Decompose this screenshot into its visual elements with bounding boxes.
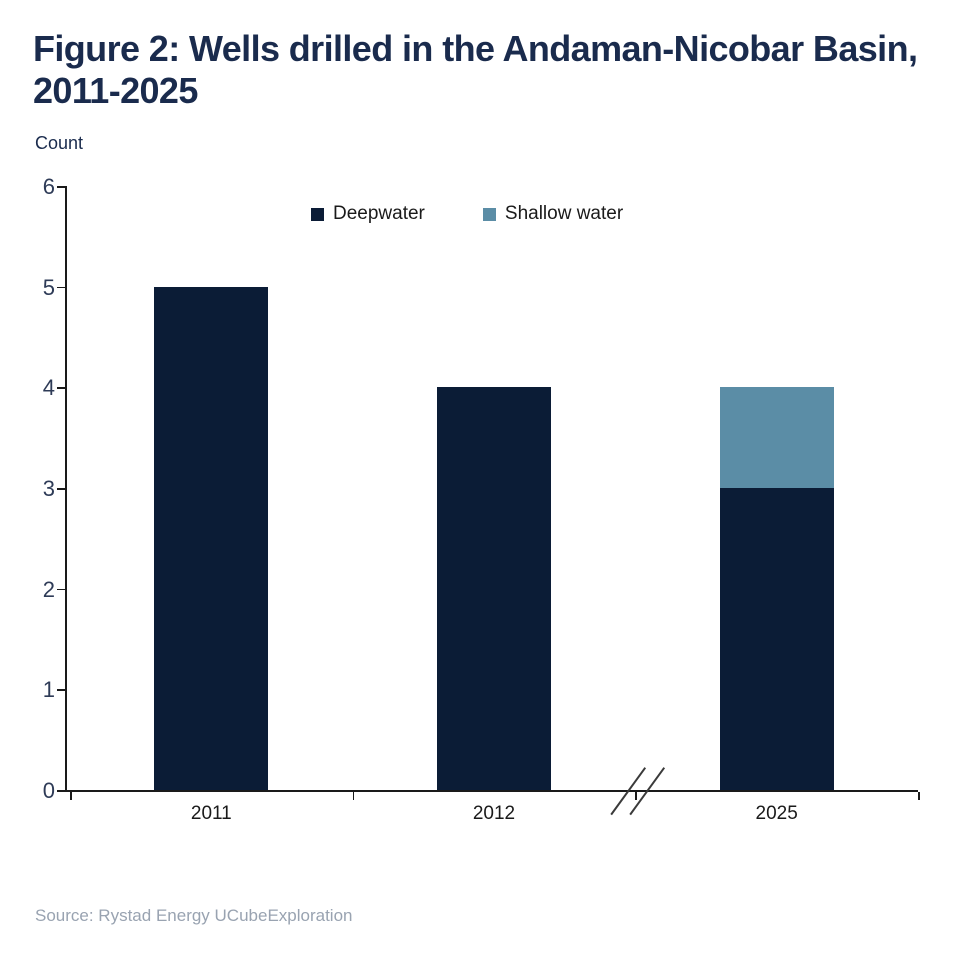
x-tick [918, 791, 920, 800]
y-tick-label: 2 [42, 576, 55, 602]
legend-item-shallow-water: Shallow water [482, 203, 624, 225]
x-axis-line [65, 790, 918, 792]
deepwater-swatch-icon [311, 207, 324, 221]
legend-item-deepwater: Deepwater [311, 203, 425, 225]
y-axis-title: Count [35, 133, 84, 153]
source-note: Source: Rystad Energy UCubeExploration [35, 906, 353, 925]
x-tick-label: 2012 [472, 803, 516, 824]
chart-title: Figure 2: Wells drilled in the Andaman-N… [33, 28, 918, 112]
y-tick-label: 1 [42, 677, 55, 703]
y-tick [57, 286, 65, 289]
y-axis-line [65, 186, 67, 792]
legend-label-deepwater: Deepwater [333, 203, 425, 224]
y-tick-label: 5 [42, 274, 55, 300]
y-tick-label: 3 [42, 476, 55, 501]
y-tick [57, 387, 65, 389]
y-tick [57, 186, 65, 188]
bar-segment-shallow-water-2025 [719, 387, 834, 488]
y-tick-label: 4 [42, 375, 55, 401]
y-tick [57, 488, 65, 490]
shallow-water-swatch-icon [482, 207, 496, 221]
y-tick [57, 689, 65, 691]
x-tick [352, 791, 355, 800]
y-tick-label: 6 [42, 174, 55, 199]
legend-label-shallow-water: Shallow water [504, 203, 624, 224]
bar-segment-deepwater-2011 [154, 286, 269, 790]
x-tick-label: 2011 [190, 803, 232, 824]
x-tick [635, 791, 637, 800]
bar-segment-deepwater-2012 [437, 387, 551, 790]
y-tick [57, 588, 65, 591]
bar-segment-deepwater-2025 [719, 488, 834, 790]
x-tick [70, 791, 72, 800]
y-tick [57, 790, 65, 792]
x-tick-label: 2025 [755, 803, 798, 824]
legend: Deepwater Shallow water [311, 203, 623, 225]
y-tick-label: 0 [42, 778, 55, 803]
